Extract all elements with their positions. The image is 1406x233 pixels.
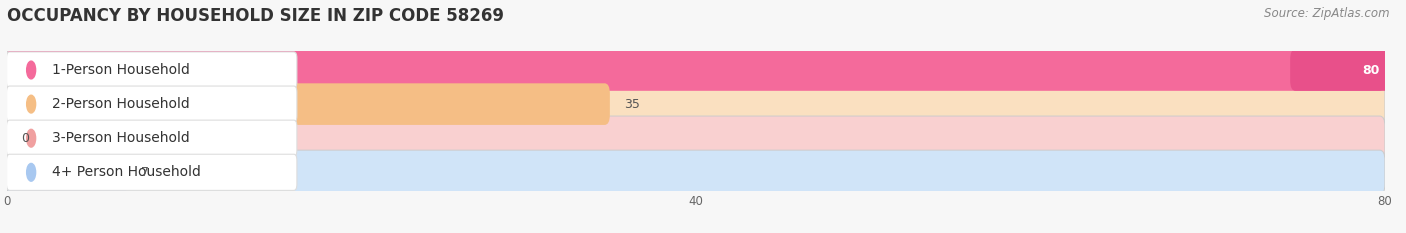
Text: 4+ Person Household: 4+ Person Household: [52, 165, 201, 179]
FancyBboxPatch shape: [7, 86, 297, 122]
FancyBboxPatch shape: [7, 154, 297, 190]
FancyBboxPatch shape: [7, 52, 297, 88]
Text: 1-Person Household: 1-Person Household: [52, 63, 190, 77]
Text: 35: 35: [624, 98, 640, 111]
FancyBboxPatch shape: [7, 151, 128, 193]
FancyBboxPatch shape: [7, 48, 1385, 92]
Text: Source: ZipAtlas.com: Source: ZipAtlas.com: [1264, 7, 1389, 20]
FancyBboxPatch shape: [7, 120, 297, 156]
Text: 7: 7: [142, 166, 149, 179]
Text: 2-Person Household: 2-Person Household: [52, 97, 190, 111]
FancyBboxPatch shape: [7, 49, 1385, 91]
Circle shape: [27, 95, 35, 113]
FancyBboxPatch shape: [7, 82, 1385, 126]
FancyBboxPatch shape: [1291, 49, 1395, 91]
Circle shape: [27, 163, 35, 181]
Text: 80: 80: [1362, 64, 1379, 76]
Text: 0: 0: [21, 132, 28, 145]
Circle shape: [27, 61, 35, 79]
Circle shape: [27, 129, 35, 147]
Text: OCCUPANCY BY HOUSEHOLD SIZE IN ZIP CODE 58269: OCCUPANCY BY HOUSEHOLD SIZE IN ZIP CODE …: [7, 7, 503, 25]
FancyBboxPatch shape: [7, 83, 610, 125]
FancyBboxPatch shape: [7, 150, 1385, 195]
FancyBboxPatch shape: [7, 116, 1385, 160]
Text: 3-Person Household: 3-Person Household: [52, 131, 190, 145]
